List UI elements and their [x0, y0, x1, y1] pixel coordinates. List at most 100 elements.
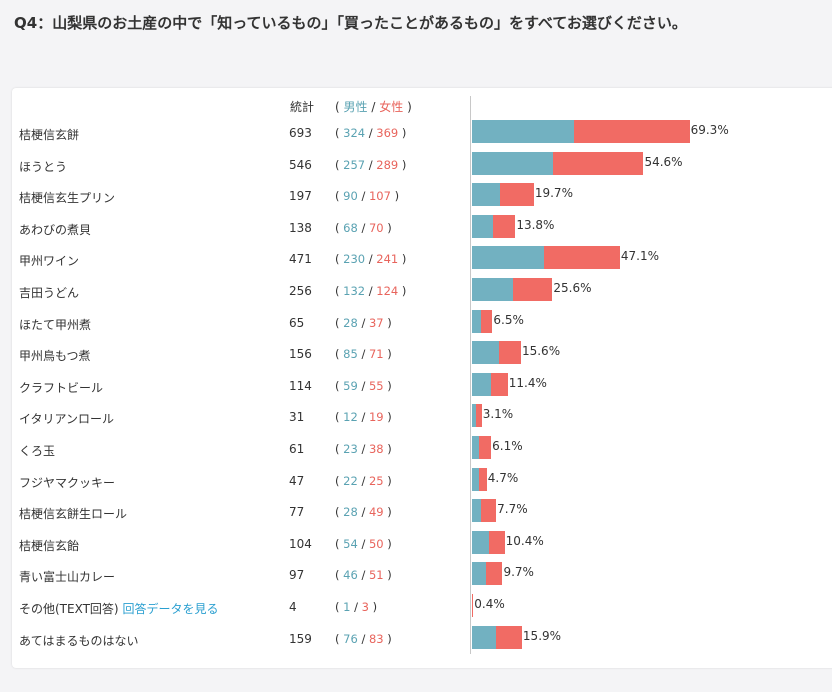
percent-label: 7.7% — [497, 502, 528, 517]
total-count: 156 — [289, 347, 312, 362]
breakdown-slash: / — [361, 410, 366, 425]
breakdown-slash: / — [361, 347, 366, 362]
gender-breakdown: ( 85 / 71 ) — [335, 347, 392, 361]
close-paren: ) — [387, 505, 392, 520]
breakdown-slash: / — [361, 189, 366, 204]
close-paren: ) — [387, 568, 392, 583]
category-name: 桔梗信玄餅 — [19, 128, 80, 142]
female-legend-label: 女性 — [379, 100, 404, 114]
category-name: 甲州ワイン — [19, 254, 80, 269]
female-bar-segment — [475, 404, 482, 428]
female-bar-segment — [544, 246, 620, 270]
female-count: 124 — [376, 284, 399, 298]
category-label: くろ玉 — [19, 442, 55, 459]
percent-label: 0.4% — [474, 597, 505, 611]
total-count: 65 — [289, 315, 305, 330]
breakdown-slash: / — [368, 284, 373, 298]
gender-breakdown: ( 132 / 124 ) — [335, 284, 406, 298]
category-label: 甲州ワイン — [19, 252, 79, 269]
category-name: その他(TEXT回答) — [19, 602, 119, 616]
female-count: 55 — [368, 378, 384, 393]
close-paren: ) — [387, 347, 392, 362]
gender-breakdown: ( 257 / 289 ) — [335, 158, 406, 172]
female-count: 70 — [368, 220, 384, 235]
female-count: 289 — [376, 157, 399, 172]
gender-breakdown: ( 22 / 25 ) — [335, 474, 392, 488]
breakdown-slash: / — [361, 568, 366, 583]
category-name: 甲州鳥もつ煮 — [19, 349, 91, 364]
female-count: 369 — [376, 126, 399, 140]
open-paren: ( — [335, 347, 340, 362]
open-paren: ( — [335, 126, 340, 140]
total-count: 256 — [289, 284, 312, 298]
male-bar-segment — [472, 278, 514, 301]
total-count: 159 — [289, 631, 312, 646]
total-count: 114 — [289, 378, 312, 393]
gender-breakdown: ( 28 / 37 ) — [335, 316, 392, 330]
open-paren: ( — [335, 157, 340, 172]
percent-label: 25.6% — [553, 281, 592, 295]
breakdown-slash: / — [361, 536, 366, 551]
open-paren: ( — [335, 631, 340, 646]
category-name: 青い富士山カレー — [19, 570, 116, 585]
chart-row: 青い富士山カレー 97 ( 46 / 51 ) 9.7% — [12, 560, 832, 592]
female-bar-segment — [479, 436, 492, 459]
open-paren: ( — [335, 536, 340, 551]
chart-row: 吉田うどん 256 ( 132 / 124 ) 25.6% — [12, 276, 832, 308]
chart-row: その他(TEXT回答) 回答データを見る 4 ( 1 / 3 ) 0.4% — [12, 592, 832, 624]
gender-breakdown: ( 230 / 241 ) — [335, 252, 406, 266]
bar-axis-line — [470, 96, 471, 654]
chart-row: あわびの煮貝 138 ( 68 / 70 ) 13.8% — [12, 213, 832, 245]
category-label: あわびの煮貝 — [19, 221, 91, 238]
legend-slash: / — [371, 100, 376, 114]
breakdown-slash: / — [368, 126, 373, 140]
open-paren: ( — [335, 410, 340, 425]
category-label: イタリアンロール — [19, 410, 114, 427]
category-label: あてはまるものはない — [19, 632, 139, 649]
total-count: 77 — [289, 505, 305, 520]
breakdown-slash: / — [368, 252, 373, 267]
male-bar-segment — [472, 151, 553, 175]
open-paren: ( — [335, 189, 340, 204]
male-bar-segment — [472, 404, 476, 428]
view-answer-data-link[interactable]: 回答データを見る — [122, 602, 219, 616]
male-count: 22 — [343, 473, 358, 488]
breakdown-slash: / — [361, 220, 366, 235]
male-count: 85 — [343, 347, 358, 362]
open-paren: ( — [335, 568, 340, 583]
category-label: 吉田うどん — [19, 284, 79, 301]
male-bar-segment — [472, 309, 481, 333]
total-count: 471 — [289, 252, 312, 267]
male-bar-segment — [472, 214, 494, 238]
breakdown-slash: / — [361, 315, 366, 330]
female-count: 51 — [368, 568, 384, 583]
female-bar-segment — [488, 530, 505, 554]
close-paren: ) — [407, 100, 412, 114]
category-name: あわびの煮貝 — [19, 222, 92, 237]
male-count: 28 — [343, 315, 358, 330]
close-paren: ) — [401, 252, 407, 267]
chart-row: フジヤマクッキー 47 ( 22 / 25 ) 4.7% — [12, 466, 832, 498]
breakdown-slash: / — [361, 473, 366, 488]
male-count: 132 — [343, 284, 366, 298]
gender-breakdown: ( 68 / 70 ) — [335, 221, 392, 235]
close-paren: ) — [394, 189, 400, 204]
breakdown-slash: / — [361, 505, 366, 520]
category-label: その他(TEXT回答) 回答データを見る — [19, 600, 218, 617]
female-count: 25 — [368, 473, 384, 488]
female-bar-segment — [493, 214, 516, 238]
open-paren: ( — [335, 252, 340, 267]
female-bar-segment — [500, 183, 534, 207]
chart-row: ほうとう 546 ( 257 / 289 ) 54.6% — [12, 150, 832, 182]
female-count: 38 — [368, 442, 384, 456]
male-bar-segment — [472, 341, 499, 365]
male-bar-segment — [472, 499, 481, 523]
percent-label: 15.9% — [522, 628, 562, 643]
chart-row: 甲州鳥もつ煮 156 ( 85 / 71 ) 15.6% — [12, 339, 832, 371]
percent-label: 6.1% — [492, 439, 523, 453]
open-paren: ( — [335, 220, 340, 235]
female-bar-segment — [498, 341, 521, 365]
male-bar-segment — [472, 436, 480, 459]
chart-row: 桔梗信玄飴 104 ( 54 / 50 ) 10.4% — [12, 529, 832, 561]
percent-label: 11.4% — [508, 375, 547, 390]
